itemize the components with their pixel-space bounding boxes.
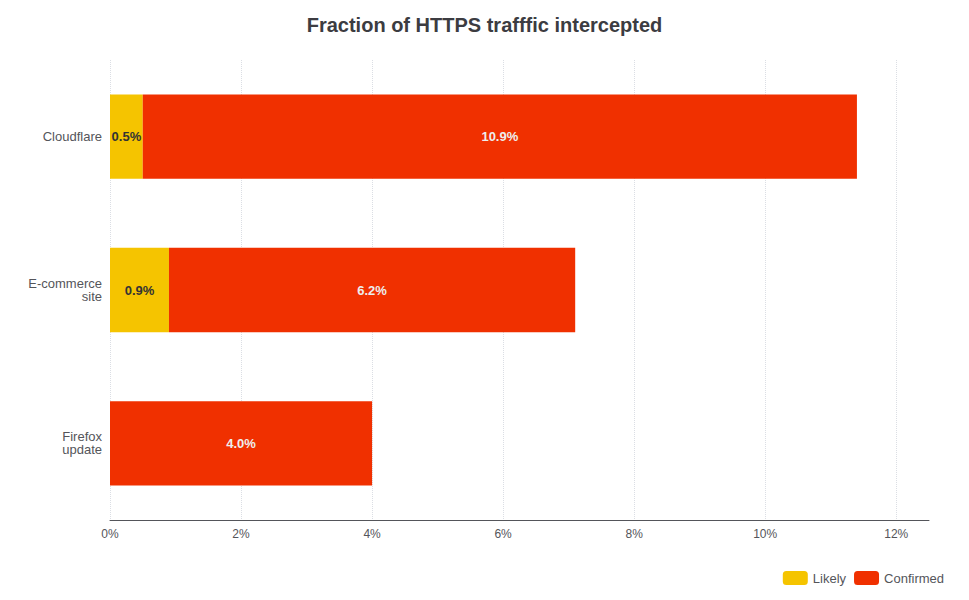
svg-text:Likely: Likely xyxy=(813,571,847,586)
svg-text:0.5%: 0.5% xyxy=(112,129,142,144)
svg-text:0%: 0% xyxy=(101,527,119,541)
svg-text:4%: 4% xyxy=(363,527,381,541)
svg-text:site: site xyxy=(82,289,102,304)
svg-text:0.9%: 0.9% xyxy=(125,283,155,298)
svg-text:10.9%: 10.9% xyxy=(481,129,518,144)
svg-text:10%: 10% xyxy=(753,527,777,541)
svg-text:6.2%: 6.2% xyxy=(357,283,387,298)
svg-text:6%: 6% xyxy=(494,527,512,541)
svg-text:Confirmed: Confirmed xyxy=(884,571,944,586)
svg-text:2%: 2% xyxy=(232,527,250,541)
svg-text:E-commerce: E-commerce xyxy=(28,276,102,291)
svg-text:update: update xyxy=(62,442,102,457)
svg-text:4.0%: 4.0% xyxy=(226,436,256,451)
svg-text:8%: 8% xyxy=(625,527,643,541)
svg-text:12%: 12% xyxy=(884,527,908,541)
svg-text:Fraction of HTTPS trafffic int: Fraction of HTTPS trafffic intercepted xyxy=(307,14,663,36)
svg-text:Firefox: Firefox xyxy=(62,429,102,445)
svg-text:Cloudflare: Cloudflare xyxy=(43,129,102,144)
